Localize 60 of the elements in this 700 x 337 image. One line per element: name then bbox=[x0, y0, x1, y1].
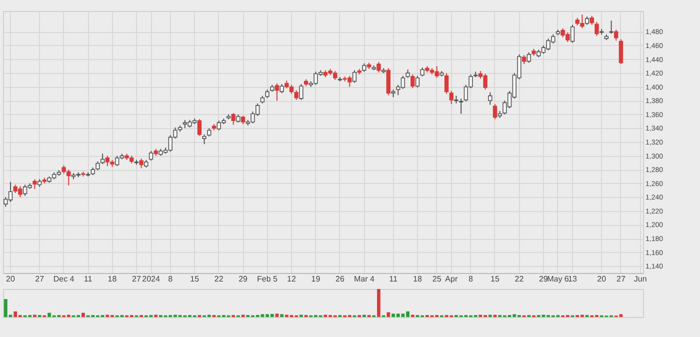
x-tick-label: Dec 4 bbox=[53, 274, 75, 284]
x-tick-label: 8 bbox=[168, 274, 174, 284]
x-tick-label: 19 bbox=[311, 274, 321, 284]
x-tick-label: 26 bbox=[336, 274, 345, 284]
x-tick-label: 29 bbox=[238, 274, 248, 284]
x-tick-label: 22 bbox=[214, 274, 224, 284]
x-tick-label: 8 bbox=[468, 274, 474, 284]
candlestick bbox=[274, 82, 280, 102]
x-tick-label: Apr bbox=[445, 274, 458, 284]
candlestick bbox=[594, 22, 599, 36]
candlestick bbox=[458, 98, 464, 114]
candlestick bbox=[202, 134, 206, 145]
candlestick bbox=[492, 104, 498, 120]
candlestick bbox=[376, 62, 381, 73]
candlestick bbox=[526, 52, 531, 64]
x-tick-label: 11 bbox=[84, 274, 93, 284]
bar bbox=[280, 314, 284, 317]
candlestick bbox=[352, 70, 357, 84]
candlestick bbox=[488, 92, 492, 106]
x-tick-label: 15 bbox=[490, 274, 500, 284]
bar bbox=[275, 314, 279, 317]
x-tick-label: 20 bbox=[6, 274, 16, 284]
bar bbox=[377, 289, 380, 317]
candlestick bbox=[449, 90, 454, 105]
candlestick bbox=[100, 153, 105, 165]
x-tick-label: 27 bbox=[616, 274, 626, 284]
candlestick bbox=[294, 90, 298, 100]
x-tick-label: 13 bbox=[568, 274, 578, 284]
x-tick-label: 12 bbox=[287, 274, 297, 284]
x-tick-label: Mar 4 bbox=[354, 274, 375, 284]
candlestick bbox=[614, 29, 618, 42]
candlestick bbox=[299, 84, 304, 100]
candlestick bbox=[139, 158, 144, 169]
x-tick-label: 22 bbox=[514, 274, 524, 284]
x-tick-label: 11 bbox=[389, 274, 398, 284]
candlestick bbox=[148, 150, 154, 162]
candlestick bbox=[231, 112, 236, 126]
x-tick-label: 27 bbox=[35, 274, 45, 284]
candlestick bbox=[415, 75, 420, 88]
x-tick-label: 15 bbox=[190, 274, 200, 284]
candlestick bbox=[609, 20, 614, 34]
x-tick-label: 25 bbox=[432, 274, 442, 284]
candlestick bbox=[444, 72, 449, 94]
x-tick-label: May 6 bbox=[547, 274, 570, 284]
bar bbox=[386, 312, 390, 317]
candlestick bbox=[410, 74, 415, 89]
x-tick-label: 18 bbox=[413, 274, 422, 284]
x-tick-label: 27 bbox=[132, 274, 142, 284]
x-tick-label: 2024 bbox=[142, 274, 160, 284]
candlestick bbox=[618, 38, 624, 65]
bar bbox=[81, 312, 85, 317]
candlestick bbox=[570, 24, 575, 44]
candlestick bbox=[386, 68, 390, 96]
x-tick-label: Feb 5 bbox=[257, 274, 278, 284]
candlestick bbox=[197, 118, 202, 136]
x-tick-label: Jun bbox=[634, 274, 647, 284]
x-tick-label: 29 bbox=[538, 274, 548, 284]
x-tick-label: 18 bbox=[108, 274, 118, 284]
candlestick bbox=[32, 178, 37, 190]
x-tick-label: 20 bbox=[597, 274, 607, 284]
